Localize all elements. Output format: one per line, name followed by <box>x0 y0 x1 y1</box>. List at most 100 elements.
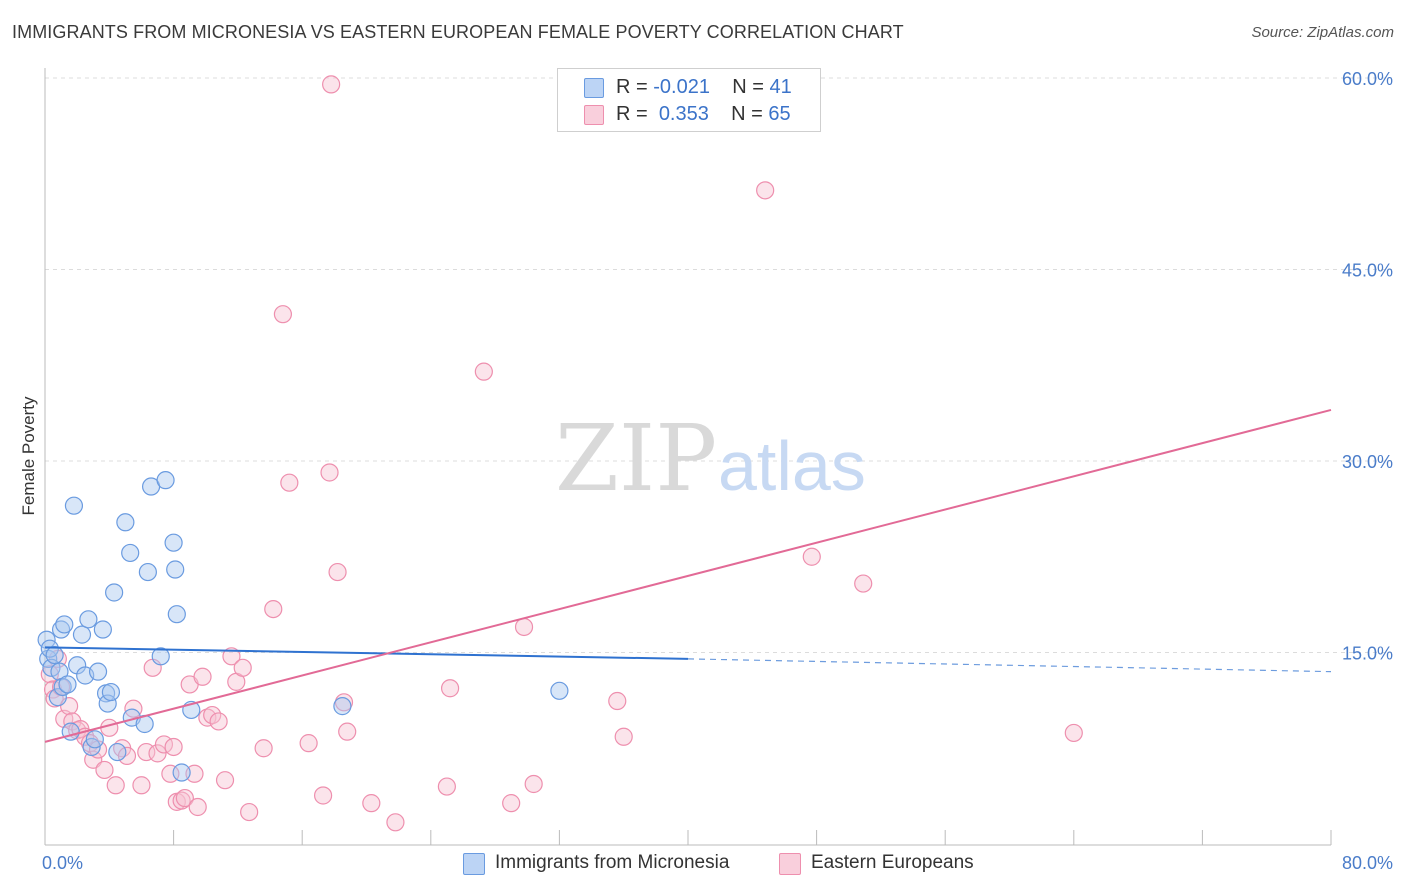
micronesia-point <box>55 615 74 634</box>
eastern-europeans-point <box>132 776 151 795</box>
eastern-europeans-point <box>172 791 191 810</box>
eastern-europeans-point <box>95 760 114 780</box>
eastern-europeans-point <box>175 788 194 808</box>
micronesia-point <box>156 471 175 490</box>
legend-n-label: N = <box>732 76 770 98</box>
y-tick-label: 60.0% <box>1342 69 1393 89</box>
micronesia-point <box>172 763 191 782</box>
eastern-europeans-point <box>386 813 405 832</box>
bottom-legend-label: Eastern Europeans <box>811 852 974 873</box>
source-label: Source: ZipAtlas.com <box>1251 24 1394 41</box>
micronesia-point <box>58 675 77 694</box>
eastern-europeans-point <box>188 797 207 817</box>
y-tick-label: 45.0% <box>1342 261 1393 281</box>
micronesia-point <box>138 562 157 582</box>
micronesia-point <box>333 697 352 716</box>
micronesia-point <box>167 605 186 624</box>
legend-n-value: 65 <box>768 103 791 125</box>
eastern-europeans-point <box>614 727 633 746</box>
micronesia-point <box>101 682 121 702</box>
watermark-zip: ZIP <box>555 405 717 512</box>
eastern-europeans-point <box>440 679 460 698</box>
eastern-europeans-point <box>299 734 318 753</box>
eastern-europeans-point <box>240 802 259 822</box>
legend-r-value: 0.353 <box>658 103 709 125</box>
eastern-europeans-point <box>198 708 217 727</box>
eastern-europeans-point <box>254 739 273 758</box>
micronesia-trend-line <box>44 646 689 660</box>
micronesia-point <box>85 730 104 749</box>
axes <box>44 68 1332 846</box>
eastern-europeans-point <box>514 617 534 637</box>
y-axis-title: Female Poverty <box>19 396 38 516</box>
eastern-europeans-point <box>280 473 299 492</box>
eastern-europeans-point <box>524 774 543 794</box>
eastern-europeans-point <box>148 744 167 763</box>
micronesia-point <box>48 688 67 707</box>
micronesia-point <box>105 583 124 602</box>
micronesia-point <box>164 533 183 552</box>
x-tick-label: 80.0% <box>1342 853 1393 873</box>
legend-swatch-blue <box>584 78 604 98</box>
trend-lines <box>44 408 1332 743</box>
micronesia-points <box>37 471 569 782</box>
micronesia-point <box>166 560 185 579</box>
eastern-europeans-point <box>264 599 283 619</box>
micronesia-point <box>79 610 98 629</box>
micronesia-point <box>51 620 71 639</box>
chart-title: IMMIGRANTS FROM MICRONESIA VS EASTERN EU… <box>12 22 904 42</box>
eastern-europeans-point <box>185 764 204 783</box>
legend-r-value: -0.021 <box>653 76 710 98</box>
micronesia-point <box>93 620 112 639</box>
eastern-europeans-point <box>209 712 228 731</box>
watermark: ZIP atlas <box>555 405 866 512</box>
legend-n-value: 41 <box>769 76 792 98</box>
eastern-europeans-point <box>502 794 521 813</box>
eastern-europeans-point <box>322 75 341 94</box>
micronesia-point <box>116 513 135 532</box>
eastern-europeans-point <box>193 667 212 686</box>
eastern-europeans-point <box>273 305 293 324</box>
eastern-europeans-point <box>164 737 183 757</box>
micronesia-point <box>151 647 170 666</box>
eastern-europeans-point <box>106 776 125 795</box>
watermark-atlas: atlas <box>718 427 866 505</box>
eastern-europeans-point <box>215 771 235 790</box>
eastern-europeans-point <box>320 463 339 482</box>
y-tick-label: 15.0% <box>1342 644 1393 664</box>
bottom-legend-label: Immigrants from Micronesia <box>495 852 730 873</box>
y-tick-label: 30.0% <box>1342 452 1393 472</box>
eastern-europeans-point <box>362 794 381 813</box>
eastern-europeans-point <box>338 722 357 741</box>
micronesia-point <box>98 694 117 713</box>
micronesia-point <box>121 543 140 563</box>
eastern-europeans-trend-line <box>44 408 1332 743</box>
eastern-europeans-point <box>756 181 775 200</box>
legend-r-label: R = <box>616 103 654 125</box>
legend-r-label: R = <box>616 76 654 98</box>
micronesia-point <box>72 625 92 644</box>
micronesia-point <box>45 645 64 665</box>
tick-labels: 15.0% 30.0% 45.0% 60.0% 0.0% 80.0% <box>42 69 1393 873</box>
eastern-europeans-point <box>474 362 493 381</box>
eastern-europeans-point <box>437 777 456 796</box>
eastern-europeans-point <box>233 658 252 677</box>
micronesia-trend-extension <box>687 658 1332 673</box>
micronesia-point <box>53 677 72 697</box>
legend-n-label: N = <box>731 103 769 125</box>
eastern-europeans-point <box>222 647 241 666</box>
correlation-legend: R = -0.021 N = 41 R = 0.353 N = 65 <box>557 68 821 132</box>
micronesia-point <box>108 742 127 762</box>
eastern-europeans-point <box>1064 723 1083 743</box>
eastern-europeans-points <box>40 75 1083 832</box>
micronesia-point <box>64 496 84 515</box>
x-tick-label: 0.0% <box>42 853 83 873</box>
eastern-europeans-point <box>117 746 137 766</box>
eastern-europeans-point <box>313 786 333 805</box>
eastern-europeans-point <box>328 562 347 582</box>
eastern-europeans-point <box>854 574 873 593</box>
gridlines <box>45 77 1392 653</box>
bottom-legend-swatch-pink <box>779 853 801 875</box>
legend-swatch-pink <box>584 105 604 125</box>
